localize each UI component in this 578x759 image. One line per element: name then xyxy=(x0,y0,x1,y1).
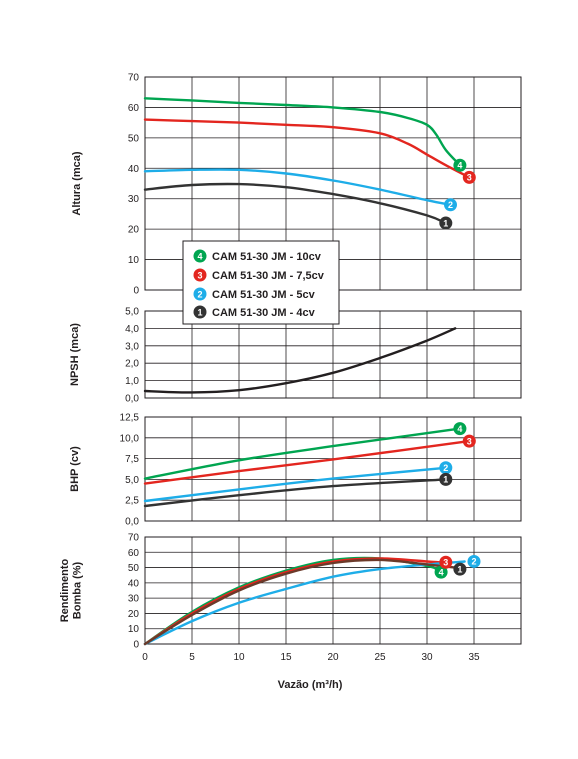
legend-marker-label: 4 xyxy=(197,252,202,262)
legend-marker-label: 1 xyxy=(197,308,202,318)
legend-label: CAM 51-30 JM - 10cv xyxy=(212,251,322,263)
y-tick-label: 70 xyxy=(128,533,140,544)
curve-npsh-npsh xyxy=(143,327,457,394)
y-tick-label: 4,0 xyxy=(125,324,139,335)
series-marker-label: 4 xyxy=(457,160,462,170)
x-tick-label: 0 xyxy=(142,652,148,663)
legend-item-4: 4 CAM 51-30 JM - 10cv xyxy=(193,249,322,263)
series-marker-bhp-4 xyxy=(453,422,467,436)
y-tick-label: 10 xyxy=(128,624,140,635)
series-marker-label: 4 xyxy=(439,567,444,577)
series-marker-rendimento-4 xyxy=(434,565,448,579)
y-tick-label: 60 xyxy=(128,103,140,114)
series-marker-label: 3 xyxy=(443,557,448,567)
series-marker-label: 2 xyxy=(443,463,448,473)
legend-label: CAM 51-30 JM - 7,5cv xyxy=(212,270,325,282)
y-tick-label: 10,0 xyxy=(120,433,140,444)
curve-bhp-4 xyxy=(143,427,462,480)
series-marker-altura-4 xyxy=(453,158,467,172)
curve-altura-3 xyxy=(143,118,471,179)
y-tick-label: 12,5 xyxy=(120,413,140,424)
series-marker-rendimento-2 xyxy=(467,554,481,568)
series-marker-label: 3 xyxy=(467,173,472,183)
series-marker-label: 1 xyxy=(443,475,448,485)
x-axis-label: Vazão (m³/h) xyxy=(278,679,343,691)
series-marker-altura-1 xyxy=(439,216,453,230)
y-tick-label: 2,5 xyxy=(125,496,139,507)
y-tick-label: 20 xyxy=(128,609,140,620)
curve-altura-4 xyxy=(143,97,462,167)
series-marker-altura-3 xyxy=(462,170,476,184)
legend-frame xyxy=(182,240,340,325)
series-marker-bhp-3 xyxy=(462,434,476,448)
y-tick-label: 70 xyxy=(128,73,140,84)
y-axis-label-npsh: NPSH (mca) xyxy=(69,323,81,386)
y-tick-label: 0,0 xyxy=(125,394,139,405)
y-tick-label: 40 xyxy=(128,164,140,175)
series-marker-bhp-1 xyxy=(439,472,453,486)
x-tick-label: 25 xyxy=(374,652,386,663)
series-marker-label: 4 xyxy=(457,424,462,434)
curve-bhp-1 xyxy=(143,478,447,508)
y-axis-label-bhp: BHP (cv) xyxy=(69,446,81,492)
series-marker-label: 1 xyxy=(457,564,462,574)
y-tick-label: 40 xyxy=(128,578,140,589)
y-axis-label-rendimento: RendimentoBomba (%) xyxy=(59,558,84,622)
series-marker-rendimento-1 xyxy=(453,562,467,576)
y-tick-label: 0 xyxy=(133,286,139,297)
legend-label: CAM 51-30 JM - 5cv xyxy=(212,289,316,301)
legend-item-1: 1 CAM 51-30 JM - 4cv xyxy=(193,305,316,319)
y-tick-label: 10 xyxy=(128,255,140,266)
y-tick-label: 30 xyxy=(128,194,140,205)
y-tick-label: 0,0 xyxy=(125,517,139,528)
legend-label: CAM 51-30 JM - 4cv xyxy=(212,307,316,319)
legend-item-2: 2 CAM 51-30 JM - 5cv xyxy=(193,287,316,301)
y-tick-label: 0 xyxy=(133,640,139,651)
legend-marker-label: 2 xyxy=(197,290,202,300)
legend-item-3: 3 CAM 51-30 JM - 7,5cv xyxy=(193,268,325,282)
legend: 4 CAM 51-30 JM - 10cv 3 CAM 51-30 JM - 7… xyxy=(182,240,340,325)
series-marker-label: 2 xyxy=(471,557,476,567)
legend-marker-3 xyxy=(193,268,207,282)
legend-marker-4 xyxy=(193,249,207,263)
curve-rendimento-3 xyxy=(143,557,447,646)
series-marker-altura-2 xyxy=(444,198,457,212)
y-tick-label: 50 xyxy=(128,563,140,574)
curve-bhp-3 xyxy=(143,439,471,485)
legend-marker-2 xyxy=(193,287,207,301)
y-tick-label: 5,0 xyxy=(125,475,139,486)
y-tick-label: 7,5 xyxy=(125,454,139,465)
curve-bhp-2 xyxy=(143,466,447,503)
x-tick-label: 5 xyxy=(189,652,195,663)
series-marker-label: 1 xyxy=(443,218,448,228)
y-tick-label: 1,0 xyxy=(125,376,139,387)
y-tick-label: 30 xyxy=(128,594,140,605)
curve-rendimento-1 xyxy=(143,558,457,646)
series-marker-rendimento-3 xyxy=(439,555,453,569)
x-tick-label: 15 xyxy=(280,652,292,663)
x-tick-label: 35 xyxy=(468,652,480,663)
series-marker-label: 3 xyxy=(467,436,472,446)
y-tick-label: 50 xyxy=(128,133,140,144)
y-tick-label: 5,0 xyxy=(125,307,139,318)
series-marker-label: 2 xyxy=(448,200,453,210)
y-tick-label: 20 xyxy=(128,225,140,236)
y-tick-label: 60 xyxy=(128,548,140,559)
curve-altura-2 xyxy=(143,168,452,206)
x-tick-label: 20 xyxy=(327,652,339,663)
y-axis-label-altura: Altura (mca) xyxy=(71,151,83,216)
x-tick-label: 30 xyxy=(421,652,433,663)
y-tick-label: 2,0 xyxy=(125,359,139,370)
curve-altura-1 xyxy=(143,182,447,225)
legend-marker-label: 3 xyxy=(197,271,202,281)
y-tick-label: 3,0 xyxy=(125,341,139,352)
x-tick-label: 10 xyxy=(233,652,245,663)
series-marker-bhp-2 xyxy=(439,461,453,475)
legend-marker-1 xyxy=(193,305,207,319)
